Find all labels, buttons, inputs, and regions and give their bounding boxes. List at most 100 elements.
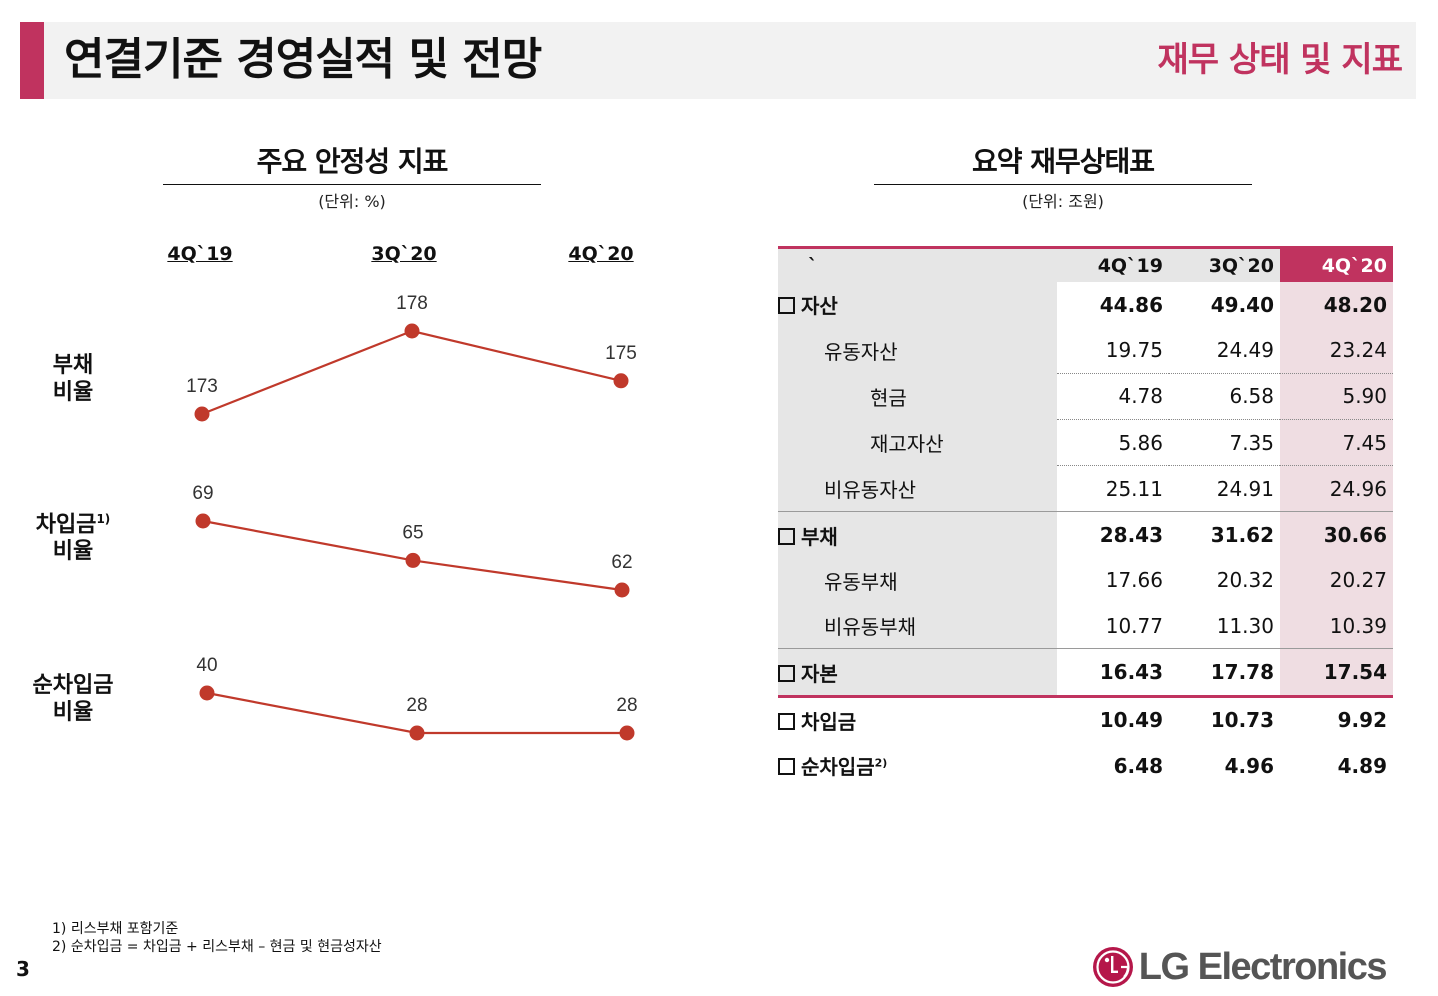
checkbox-icon [778, 527, 795, 545]
checkbox-icon [778, 664, 795, 682]
cell-value: 10.77 [1105, 613, 1163, 638]
col-header-3q20: 3Q`20 [1169, 246, 1280, 282]
cell-value: 19.75 [1105, 337, 1163, 362]
row-label: 유동부채 [778, 557, 1057, 604]
footnote-1: 1) 리스부채 포함기준 [52, 921, 179, 937]
series-line [201, 329, 622, 416]
row-label: 비유동자산 [778, 465, 1057, 512]
cell-value: 6.58 [1169, 372, 1280, 420]
balance-unit: (단위: 조원) [1022, 192, 1104, 211]
row-cash: 현금 4.78 6.58 5.90 [778, 372, 1393, 420]
lg-logo-icon [1092, 947, 1133, 987]
cell-value: 44.86 [1099, 292, 1163, 317]
checkbox-icon [778, 297, 795, 315]
row-noncurrent-liabilities: 비유동부채 10.77 11.30 10.39 [778, 603, 1393, 649]
stability-line-chart: 173 178 175 69 65 62 40 28 28 [186, 293, 638, 741]
cell-value: 31.62 [1169, 511, 1280, 558]
footnote-2: 2) 순차입금 = 차입금 + 리스부채 – 현금 및 현금성자산 [52, 939, 382, 955]
lg-electronics-logo: LG Electronics [1091, 944, 1388, 990]
data-point [404, 323, 420, 339]
data-label: 62 [611, 552, 632, 573]
data-point [195, 513, 211, 529]
cell-value: 10.39 [1280, 603, 1393, 649]
col-header-4q20: 4Q`20 [1280, 246, 1393, 282]
cell-value: 7.45 [1280, 418, 1393, 466]
cell-value: 28.43 [1057, 511, 1169, 558]
row-label: 현금 [778, 373, 1057, 420]
borrowing-ratio-label: 차입금1) 비율 [35, 512, 111, 565]
data-point [199, 685, 215, 701]
data-point [614, 582, 630, 598]
stability-panel-title: 주요 안정성 지표 [256, 145, 449, 178]
data-point [613, 373, 629, 389]
data-label: 28 [406, 695, 427, 716]
header-accent-bar [20, 22, 44, 99]
page-number: 3 [16, 957, 30, 981]
cell-value: 10.73 [1169, 696, 1280, 743]
cell-value: 16.43 [1057, 648, 1169, 698]
cell-value: 4.96 [1169, 742, 1280, 789]
row-liabilities: 부채 28.43 31.62 30.66 [778, 511, 1393, 558]
period-header-4q20: 4Q`20 [568, 243, 634, 265]
row-assets: 자산 44.86 49.40 48.20 [778, 282, 1393, 328]
row-current-assets: 유동자산 19.75 24.49 23.24 [778, 327, 1393, 374]
row-label: 비유동부채 [778, 603, 1057, 649]
stability-unit: (단위: %) [318, 192, 386, 211]
debt-ratio-label: 부채 비율 [52, 353, 94, 405]
cell-value: 24.96 [1280, 465, 1393, 512]
col-header-4q19: 4Q`19 [1057, 246, 1169, 282]
data-point [405, 552, 421, 568]
cell-value: 24.91 [1169, 465, 1280, 512]
cell-value: 17.66 [1105, 568, 1163, 593]
data-point [619, 725, 635, 741]
cell-value: 20.32 [1216, 568, 1274, 593]
row-inventory: 재고자산 5.86 7.35 7.45 [778, 418, 1393, 466]
cell-value: 4.89 [1280, 742, 1393, 789]
cell-value: 11.30 [1216, 613, 1274, 638]
logo-text: LG Electronics [1138, 946, 1388, 988]
row-borrowings: 차입금 10.49 10.73 9.92 [778, 696, 1393, 743]
row-label: 유동자산 [778, 327, 1057, 374]
page-title: 연결기준 경영실적 및 전망 [64, 34, 542, 85]
header-bar: 연결기준 경영실적 및 전망 재무 상태 및 지표 [20, 22, 1416, 99]
stability-title-rule [163, 184, 541, 185]
period-header-3q20: 3Q`20 [371, 243, 437, 265]
cell-value: 4.78 [1057, 372, 1169, 420]
cell-value: 48.20 [1280, 282, 1393, 328]
cell-value: 17.54 [1280, 648, 1393, 698]
data-label: 173 [186, 376, 218, 397]
period-header-4q19: 4Q`19 [167, 243, 233, 265]
cell-value: 9.92 [1280, 696, 1393, 743]
cell-value: 30.66 [1280, 511, 1393, 558]
row-current-liabilities: 유동부채 17.66 20.32 20.27 [778, 557, 1393, 604]
row-label: 재고자산 [778, 419, 1057, 466]
row-net-borrowings: 순차입금2) 6.48 4.96 4.89 [778, 742, 1393, 789]
cell-value: 24.49 [1216, 337, 1274, 362]
checkbox-icon [778, 712, 795, 730]
table-corner: ` [778, 246, 1057, 282]
data-point [409, 725, 425, 741]
balance-sheet-table: ` 4Q`19 3Q`20 4Q`20 자산 44.86 49.40 48.20… [778, 246, 1393, 789]
checkbox-icon [778, 758, 795, 776]
cell-value: 6.48 [1057, 742, 1169, 789]
row-equity: 자본 16.43 17.78 17.54 [778, 648, 1393, 698]
row-label: 순차입금2) [778, 742, 1057, 789]
table-header-row: ` 4Q`19 3Q`20 4Q`20 [778, 246, 1393, 282]
cell-value: 23.24 [1280, 327, 1393, 374]
cell-value: 25.11 [1057, 465, 1169, 512]
data-point [194, 406, 210, 422]
data-label: 28 [616, 695, 637, 716]
row-label: 부채 [778, 511, 1057, 558]
cell-value: 17.78 [1169, 648, 1280, 698]
cell-value: 5.86 [1057, 418, 1169, 466]
section-tag: 재무 상태 및 지표 [1157, 40, 1403, 80]
cell-value: 49.40 [1210, 292, 1274, 317]
cell-value: 5.90 [1280, 372, 1393, 420]
data-label: 69 [192, 483, 213, 504]
net-borrowing-ratio-label: 순차입금 비율 [32, 673, 114, 725]
data-label: 65 [402, 522, 423, 543]
row-label: 차입금 [778, 696, 1057, 743]
balance-panel-title: 요약 재무상태표 [971, 145, 1155, 178]
row-label: 자본 [778, 648, 1057, 698]
data-label: 40 [196, 655, 217, 676]
